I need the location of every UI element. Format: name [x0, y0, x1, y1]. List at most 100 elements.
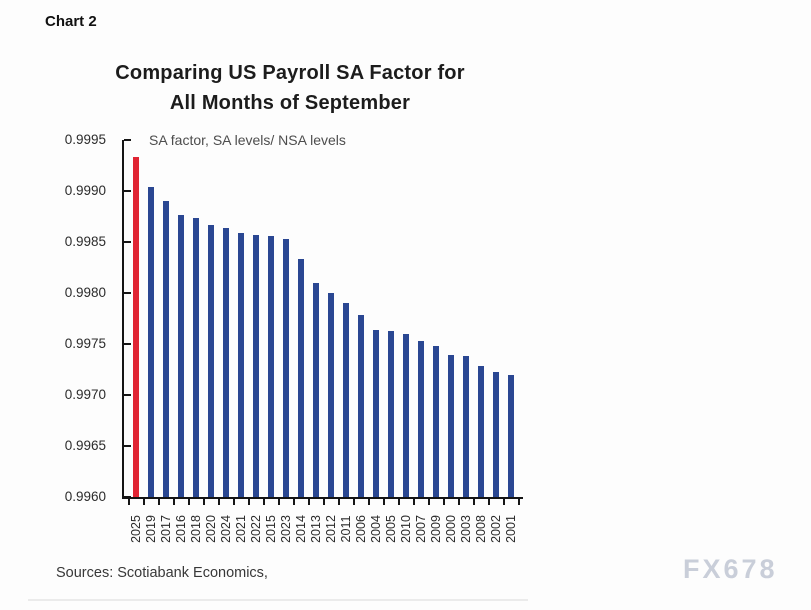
x-axis-tick [442, 499, 445, 505]
bar-2017 [163, 201, 169, 497]
x-axis-tick [487, 499, 490, 505]
x-axis-category-label: 2018 [189, 515, 203, 543]
x-axis-category-label: 2013 [309, 515, 323, 543]
x-axis-tick [457, 499, 460, 505]
y-axis-tick-label: 0.9995 [64, 132, 106, 147]
x-axis-category-label: 2022 [249, 515, 263, 543]
x-axis-category-label: 2014 [294, 515, 308, 543]
bar-2016 [178, 215, 184, 497]
bar-2006 [358, 315, 364, 497]
y-axis-tick [124, 190, 131, 192]
chart-number-label: Chart 2 [45, 13, 97, 30]
x-axis-tick [262, 499, 265, 505]
x-axis-tick [472, 499, 475, 505]
x-axis-tick [217, 499, 220, 505]
bar-2004 [373, 329, 379, 497]
x-axis-category-label: 2016 [174, 515, 188, 543]
chart-title-line2: All Months of September [169, 92, 411, 114]
x-axis-tick [202, 499, 205, 505]
x-axis-category-label: 2009 [429, 515, 443, 543]
x-axis-category-label: 2025 [129, 515, 143, 543]
bar-2023 [283, 238, 289, 497]
x-axis-category-label: 2005 [384, 515, 398, 543]
x-axis-tick [142, 499, 145, 505]
bar-2008 [478, 366, 484, 497]
x-axis-category-label: 2001 [504, 515, 518, 543]
y-axis-tick [124, 292, 131, 294]
x-axis-category-label: 2017 [159, 515, 173, 543]
x-axis-category-label: 2003 [459, 515, 473, 543]
x-axis-category-label: 2010 [399, 515, 413, 543]
bar-2011 [343, 303, 349, 497]
chart-annotation: SA factor, SA levels/ NSA levels [149, 132, 346, 148]
bar-2021 [238, 232, 244, 497]
y-axis-tick [124, 139, 131, 141]
bar-2010 [403, 333, 409, 497]
bottom-divider [28, 599, 528, 601]
bar-2009 [433, 346, 439, 497]
x-axis-tick [517, 499, 520, 505]
x-axis-category-label: 2024 [219, 515, 233, 543]
x-axis-tick [157, 499, 160, 505]
y-axis-tick [124, 241, 131, 243]
x-axis-category-label: 2006 [354, 515, 368, 543]
bar-2000 [448, 355, 454, 497]
y-axis-tick-label: 0.9970 [64, 387, 106, 402]
y-axis-tick [124, 394, 131, 396]
x-axis-category-label: 2007 [414, 515, 428, 543]
bar-2013 [313, 282, 319, 497]
bar-2024 [223, 227, 229, 497]
x-axis-tick [322, 499, 325, 505]
plot-area [122, 140, 523, 499]
y-axis-tick-label: 0.9965 [64, 438, 106, 453]
y-axis-tick [124, 343, 131, 345]
y-axis-tick [124, 445, 131, 447]
y-axis-tick-label: 0.9990 [64, 183, 106, 198]
x-axis-category-label: 2002 [489, 515, 503, 543]
bar-2012 [328, 293, 334, 497]
bar-2014 [298, 259, 304, 497]
x-axis-tick [367, 499, 370, 505]
x-axis-tick [307, 499, 310, 505]
x-axis-category-label: 2004 [369, 515, 383, 543]
y-axis-tick [124, 496, 131, 498]
x-axis-tick [247, 499, 250, 505]
bar-2022 [253, 234, 259, 497]
x-axis-tick [397, 499, 400, 505]
x-axis-tick [502, 499, 505, 505]
x-axis-category-label: 2008 [474, 515, 488, 543]
y-axis-tick-label: 0.9960 [64, 489, 106, 504]
x-axis-tick [127, 499, 130, 505]
bar-2005 [388, 330, 394, 497]
bar-2020 [208, 224, 214, 497]
chart-title: Comparing US Payroll SA Factor for All M… [40, 58, 540, 118]
x-axis-tick [232, 499, 235, 505]
x-axis-category-label: 2019 [144, 515, 158, 543]
x-axis-tick [187, 499, 190, 505]
x-axis-tick [277, 499, 280, 505]
bar-2018 [193, 217, 199, 497]
x-axis-tick [352, 499, 355, 505]
bar-2019 [148, 186, 154, 497]
bar-2003 [463, 356, 469, 497]
x-axis-category-label: 2012 [324, 515, 338, 543]
x-axis-tick [412, 499, 415, 505]
x-axis-category-label: 2020 [204, 515, 218, 543]
x-axis-tick [427, 499, 430, 505]
x-axis-category-label: 2011 [339, 515, 353, 543]
x-axis-tick [382, 499, 385, 505]
watermark: FX678 [683, 554, 778, 584]
x-axis-category-label: 2021 [234, 515, 248, 543]
x-axis-category-label: 2015 [264, 515, 278, 543]
x-axis-tick [292, 499, 295, 505]
chart-title-line1: Comparing US Payroll SA Factor for [115, 62, 465, 84]
bar-highlight-2025 [133, 157, 139, 497]
x-axis-tick [172, 499, 175, 505]
bar-2015 [268, 235, 274, 497]
source-note: Sources: Scotiabank Economics, [56, 565, 268, 581]
x-axis-category-label: 2000 [444, 515, 458, 543]
y-axis-tick-label: 0.9975 [64, 336, 106, 351]
y-axis-tick-label: 0.9985 [64, 234, 106, 249]
x-axis-tick [337, 499, 340, 505]
